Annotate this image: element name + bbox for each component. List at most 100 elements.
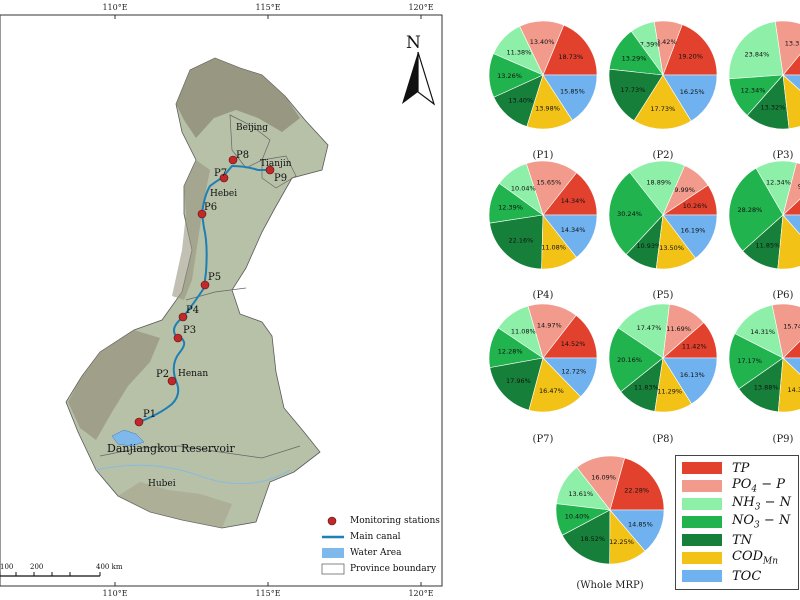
pie-slice [608,327,664,393]
slice-value-label: 10.26% [683,202,708,210]
pie-caption-p1: (P1) [532,150,554,161]
legend-label: NO3 − N [732,513,791,531]
pie-slice [782,74,800,91]
pie-caption-p5: (P5) [652,290,674,301]
pie-slice [777,357,800,413]
slice-value-label: 8.42% [656,38,677,46]
legend-label: TN [732,532,753,548]
legend-row-stations: Monitoring stations [320,514,440,528]
slice-value-label: 22.28% [624,486,649,494]
scale-label: 200 [30,563,43,571]
canal-line-icon [322,535,344,539]
legend-label: TP [732,460,750,476]
pie-slice [527,303,577,359]
station-p4-marker[interactable] [178,312,188,322]
pie-caption-p9: (P9) [772,434,794,445]
pie-chart-1: 18.73%13.40%11.38%13.26%13.40%13.98%15.8… [488,20,598,130]
slice-value-label: 14.34% [561,226,586,234]
pie-caption-whole: (Whole MRP) [576,580,644,591]
bottom-tick-label: 110°E [102,589,128,598]
slice-value-label: 14.3 [788,386,800,394]
pie-slice [782,357,800,375]
station-label: P6 [204,202,217,213]
slice-value-label: 11.42% [682,343,707,351]
slice-value-label: 15.85% [560,88,585,96]
top-tick-label: 115°E [255,3,281,12]
station-p8-marker[interactable] [228,155,238,165]
legend-label: Monitoring stations [350,516,440,526]
legend-swatch [682,498,722,510]
pie-slice [633,74,692,130]
station-p9-marker[interactable] [265,165,275,175]
station-p6-marker[interactable] [197,209,207,219]
map-legend: Monitoring stations Main canal Water Are… [320,514,445,584]
pie-slice [662,214,718,259]
province-label-tianjin: Tianjin [260,159,292,169]
station-marker-icon [327,516,337,526]
mountain-shading-west [172,160,210,300]
pie-slice [542,314,598,359]
reservoir-label: Danjiangkou Reservoir [107,442,236,455]
slice-value-label: 10.04% [511,184,536,192]
slice-value-label: 13.88% [754,384,779,392]
legend-row-po4: PO4 − P [682,477,785,495]
legend-swatch [682,480,722,492]
slice-value-label: 17.73% [650,105,675,113]
legend-label: CODMn [732,549,779,567]
pie-slice [771,303,800,359]
pie-slice [728,333,784,390]
main-canal [138,164,270,423]
pies-panel: 18.73% 13.40% 11.38% 13.26% 13.40% 13.98% 15.8… [445,0,800,600]
province-label-hebei: Hebei [210,189,237,199]
slice-value-label: 13.3 [785,39,799,47]
mountain-shading-hubei [118,482,232,528]
slice-value-label: 20.16% [617,356,642,364]
station-p5-marker[interactable] [200,280,210,290]
legend-swatch [682,462,722,474]
pie-slice [662,74,718,122]
slice-value-label: 19.20% [678,53,703,61]
slice-value-label: 15.74 [783,322,800,330]
scale-bar [0,572,101,577]
slice-value-label: 12.34% [741,86,766,94]
slice-value-label: 13.61% [568,490,593,498]
station-p1-marker[interactable] [134,417,144,427]
slice-value-label: 14.31% [750,328,775,336]
slice-value-label: 11.83% [634,384,659,392]
slice-value-label: 13.32% [761,103,786,111]
slice-value-label: 12.34% [766,178,791,186]
slice-value-label: 13.29% [622,55,647,63]
pie-caption-p8: (P8) [652,434,674,445]
pie-slice [782,53,800,76]
slice-value-label: 9.99% [674,186,695,194]
top-tick-label: 120°E [408,3,434,12]
bottom-tick-label: 115°E [255,589,281,598]
map-svg: P1 P2 P3 P4 P5 P6 P7 P8 P9 Beijing Tianj… [0,14,443,587]
legend-label: TOC [732,568,762,584]
pie-chart-6: 9 12.34% 28.28% 11.85% [728,160,800,270]
pie-caption-p6: (P6) [772,290,794,301]
slice-value-label: 13.98% [535,105,560,113]
slice-value-label: 14.85% [628,521,653,529]
top-tick-label: 110°E [102,3,128,12]
slice-value-label: 12.28% [498,348,523,356]
slice-value-label: 28.28% [738,206,763,214]
pie-slice [489,214,544,270]
slice-value-label: 22.16% [509,237,534,245]
pie-slice [609,457,665,511]
province-boundary [99,445,301,459]
slice-value-label: 17.96% [506,377,531,385]
pie-slice [782,74,800,129]
slice-value-label: 10.93% [636,242,661,250]
pie-slice [662,357,718,405]
station-p2-marker[interactable] [167,376,177,386]
station-p3-marker[interactable] [173,333,183,343]
station-p7-marker[interactable] [219,173,229,183]
boundary-icon [321,563,345,575]
slice-value-label: 12.39% [498,204,523,212]
legend-row-water: Water Area [320,546,401,560]
province-label-hubei: Hubei [148,479,176,489]
river [95,464,291,485]
pie-caption-p3: (P3) [772,150,794,161]
